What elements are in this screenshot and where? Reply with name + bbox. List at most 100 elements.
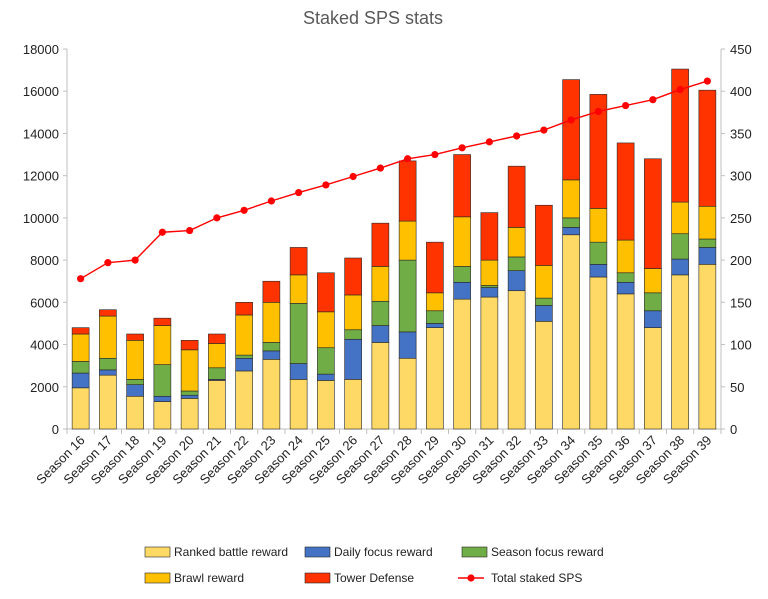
bar-ranked-battle-reward xyxy=(507,290,526,430)
bar-tower-defense xyxy=(126,333,144,341)
bar-tower-defense xyxy=(289,247,308,276)
bar-season-focus-reward xyxy=(507,256,526,271)
bar-ranked-battle-reward xyxy=(99,374,117,430)
bar-season-focus-reward xyxy=(562,217,580,228)
bar-daily-focus-reward xyxy=(535,305,553,322)
bar-brawl-reward xyxy=(262,302,281,343)
legend-label: Daily focus reward xyxy=(334,545,433,559)
bar-tower-defense xyxy=(644,158,662,269)
total-staked-point xyxy=(703,77,711,85)
left-tick-label: 0 xyxy=(52,422,59,437)
bar-brawl-reward xyxy=(153,325,172,365)
bar-daily-focus-reward xyxy=(589,264,608,278)
left-tick-label: 4000 xyxy=(30,338,59,353)
bar-ranked-battle-reward xyxy=(398,357,417,430)
bar-brawl-reward xyxy=(99,315,117,359)
legend-label: Season focus reward xyxy=(491,545,604,559)
bar-ranked-battle-reward xyxy=(344,379,362,430)
bar-season-focus-reward xyxy=(616,272,635,283)
bar-brawl-reward xyxy=(235,314,253,356)
bar-ranked-battle-reward xyxy=(426,327,444,430)
bar-tower-defense xyxy=(99,309,117,317)
bar-daily-focus-reward xyxy=(371,325,390,343)
total-line xyxy=(77,77,711,283)
right-tick-label: 0 xyxy=(730,422,737,437)
bar-daily-focus-reward xyxy=(616,281,635,295)
bar-ranked-battle-reward xyxy=(71,387,90,430)
total-staked-point xyxy=(485,138,493,146)
bar-tower-defense xyxy=(371,222,390,267)
legend-swatch xyxy=(144,572,171,584)
total-staked-point xyxy=(267,197,275,205)
bar-season-focus-reward xyxy=(317,347,335,375)
bar-tower-defense xyxy=(262,280,281,303)
bar-daily-focus-reward xyxy=(426,323,444,328)
bar-tower-defense xyxy=(589,94,608,209)
total-staked-point xyxy=(158,228,166,236)
total-staked-point xyxy=(622,101,630,110)
bar-tower-defense xyxy=(453,154,471,218)
bar-season-focus-reward xyxy=(153,364,172,397)
bar-daily-focus-reward xyxy=(698,247,717,265)
bar-ranked-battle-reward xyxy=(589,276,608,430)
legend-label: Brawl reward xyxy=(174,571,244,585)
bar-tower-defense xyxy=(317,272,335,313)
left-axis-ticks: 0 2000 4000 6000 8000 10000 12000 14000 16000 180… xyxy=(23,42,67,437)
bar-brawl-reward xyxy=(180,349,199,392)
bar-daily-focus-reward xyxy=(344,338,362,380)
right-tick-label: 100 xyxy=(730,338,752,353)
bar-brawl-reward xyxy=(344,294,362,331)
bar-season-focus-reward xyxy=(289,303,308,364)
bar-tower-defense xyxy=(180,340,199,351)
bar-brawl-reward xyxy=(562,179,580,219)
bar-tower-defense xyxy=(344,257,362,296)
legend-swatch xyxy=(304,572,331,584)
bar-ranked-battle-reward xyxy=(371,342,390,430)
bar-ranked-battle-reward xyxy=(480,296,499,430)
legend-swatch xyxy=(144,546,171,558)
total-staked-point xyxy=(295,188,303,197)
bar-season-focus-reward xyxy=(235,354,253,359)
total-staked-point xyxy=(349,172,357,181)
bar-ranked-battle-reward xyxy=(562,234,580,430)
total-staked-point xyxy=(567,116,575,124)
bar-season-focus-reward xyxy=(208,367,226,380)
total-staked-point xyxy=(540,126,548,134)
total-staked-point xyxy=(213,214,221,222)
total-staked-point xyxy=(376,164,384,172)
total-staked-point xyxy=(431,150,439,159)
bar-ranked-battle-reward xyxy=(698,264,717,430)
bar-tower-defense xyxy=(235,302,253,316)
bar-season-focus-reward xyxy=(453,266,471,283)
right-axis-ticks: 0 50 100 150 200 250 300 350 400 450 xyxy=(721,42,752,437)
bar-daily-focus-reward xyxy=(153,395,172,402)
bar-brawl-reward xyxy=(644,268,662,294)
bar-brawl-reward xyxy=(126,340,144,380)
total-staked-point xyxy=(404,155,412,163)
bar-season-focus-reward xyxy=(71,361,90,374)
bar-tower-defense xyxy=(671,68,689,203)
bar-brawl-reward xyxy=(698,205,717,240)
total-staked-point xyxy=(186,226,194,235)
total-staked-point xyxy=(77,275,85,283)
left-tick-label: 8000 xyxy=(30,253,59,268)
bar-brawl-reward xyxy=(616,239,635,274)
bar-brawl-reward xyxy=(453,216,471,267)
left-tick-label: 10000 xyxy=(23,211,59,226)
bar-season-focus-reward xyxy=(698,238,717,248)
bar-season-focus-reward xyxy=(371,300,390,326)
bar-ranked-battle-reward xyxy=(289,379,308,430)
left-tick-label: 12000 xyxy=(23,169,59,184)
right-tick-label: 250 xyxy=(730,211,752,226)
bar-daily-focus-reward xyxy=(453,281,471,300)
right-tick-label: 350 xyxy=(730,126,752,141)
bar-tower-defense xyxy=(398,160,417,222)
bar-tower-defense xyxy=(698,89,717,207)
bar-daily-focus-reward xyxy=(235,357,253,372)
total-staked-point xyxy=(322,181,330,189)
bar-ranked-battle-reward xyxy=(235,370,253,430)
bar-brawl-reward xyxy=(317,311,335,349)
chart-title: Staked SPS stats xyxy=(303,8,443,28)
